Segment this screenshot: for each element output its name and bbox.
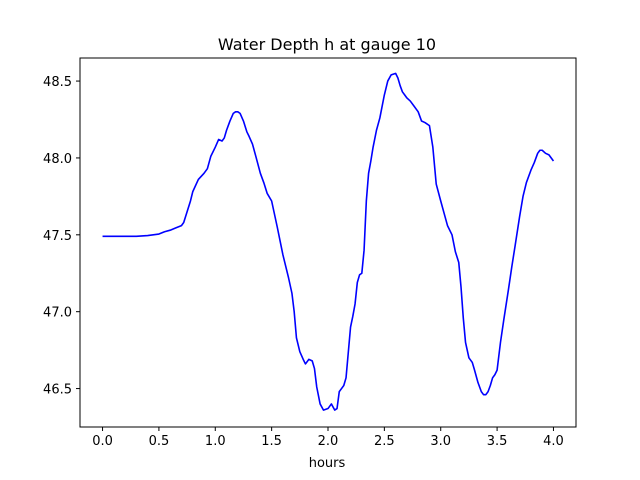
x-tick-label: 2.5 xyxy=(374,434,395,449)
series-line-0 xyxy=(102,72,555,411)
x-tick-label: 3.5 xyxy=(487,434,508,449)
y-axis: 46.5 47.0 47.5 48.0 48.5 xyxy=(43,75,80,398)
x-tick-label: 0.0 xyxy=(92,434,113,449)
x-axis-label: hours xyxy=(309,456,346,471)
y-tick-label: 48.0 xyxy=(43,152,72,167)
y-tick-label: 46.5 xyxy=(43,383,72,398)
x-tick-label: 2.0 xyxy=(318,434,339,449)
x-tick-label: 1.5 xyxy=(261,434,282,449)
x-tick-label: 1.0 xyxy=(205,434,226,449)
x-tick-label: 4.0 xyxy=(543,434,564,449)
x-tick-label: 3.0 xyxy=(430,434,451,449)
plot-area xyxy=(102,72,555,411)
y-tick-label: 47.5 xyxy=(43,229,72,244)
y-tick-label: 47.0 xyxy=(43,306,72,321)
x-tick-label: 0.5 xyxy=(149,434,170,449)
y-tick-label: 48.5 xyxy=(43,75,72,90)
x-axis: 0.0 0.5 1.0 1.5 2.0 2.5 3.0 3.5 4.0 xyxy=(92,427,564,449)
plot-frame xyxy=(79,57,577,428)
chart-title: Water Depth h at gauge 10 xyxy=(218,35,436,54)
